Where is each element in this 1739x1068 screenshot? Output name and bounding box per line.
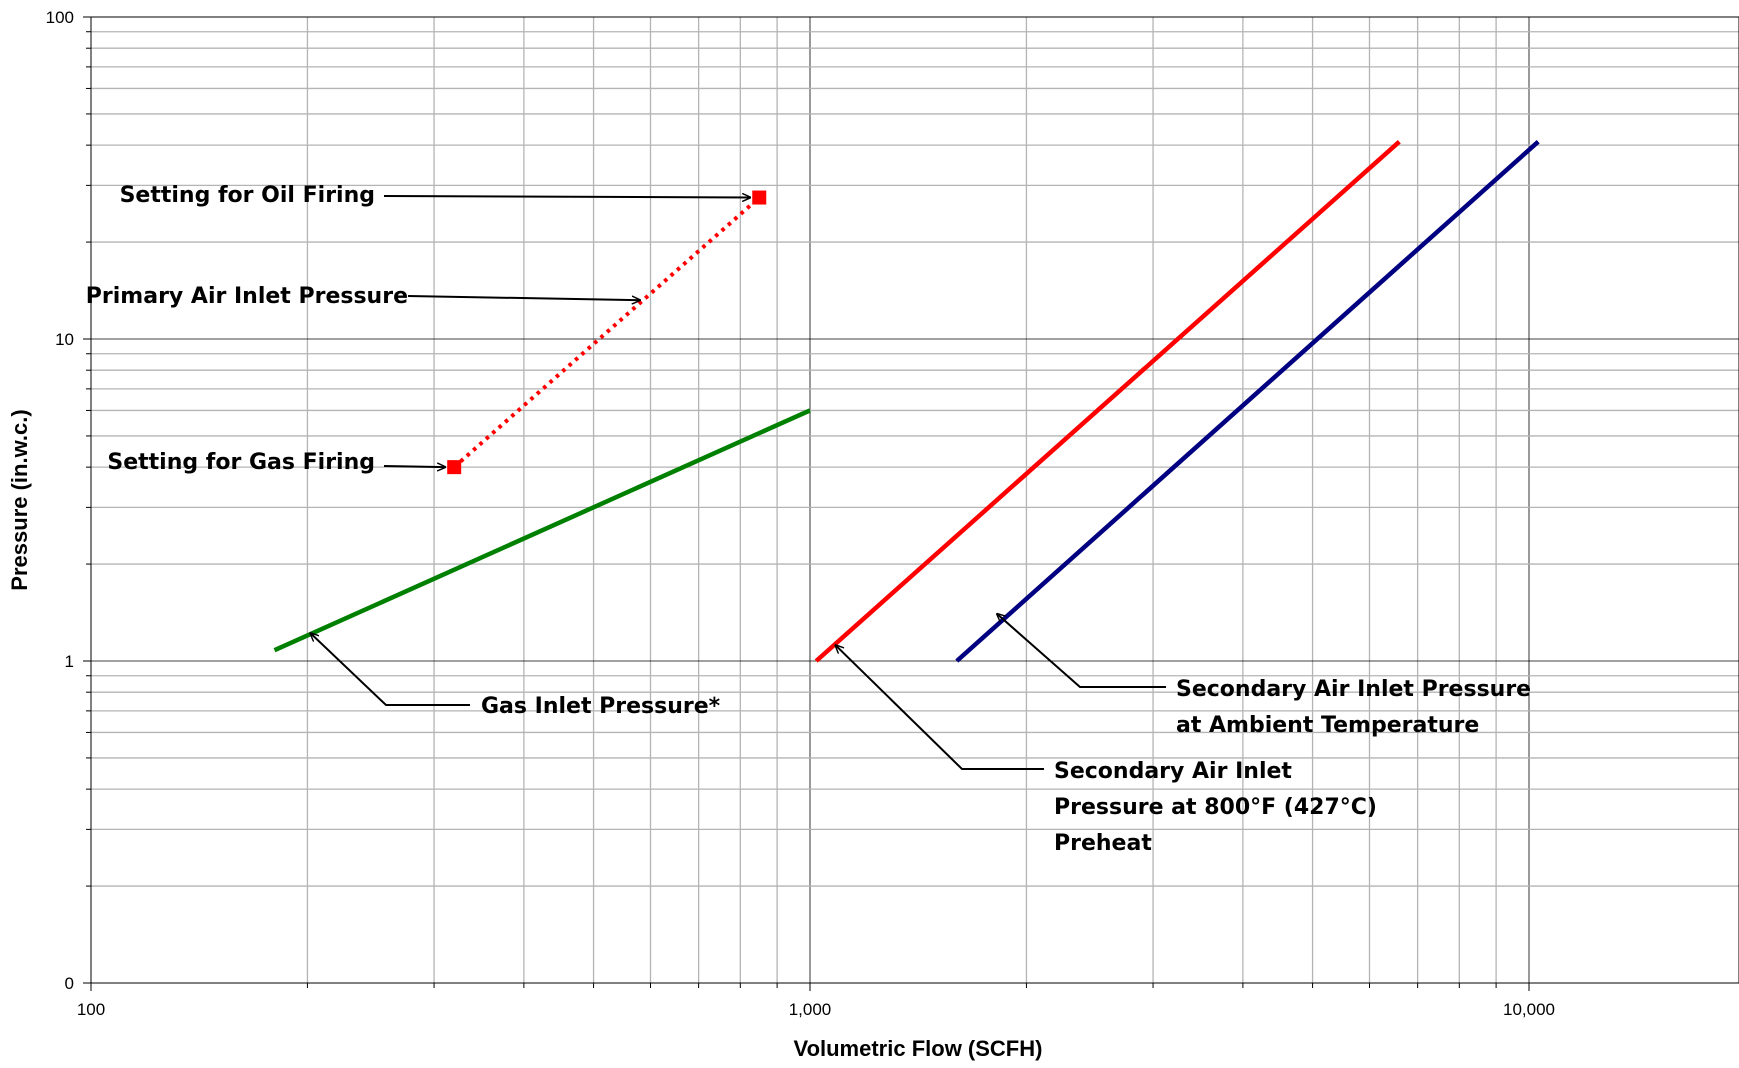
y-tick-label: 0 — [65, 974, 74, 993]
annotation-oil: Setting for Oil Firing — [120, 183, 375, 208]
annotation-text-line: at Ambient Temperature — [1176, 713, 1479, 738]
data-point-marker — [752, 190, 767, 205]
annotation-text-line: Setting for Oil Firing — [120, 183, 375, 208]
annotation-leader-arrow — [997, 614, 1166, 688]
y-tick-label: 10 — [55, 330, 74, 349]
x-axis-title: Volumetric Flow (SCFH) — [794, 1036, 1043, 1061]
annotation-text-line: Secondary Air Inlet — [1054, 759, 1292, 784]
annotation-leader-arrow — [311, 633, 470, 706]
annotation-text-line: Preheat — [1054, 831, 1152, 856]
annotation-leader-arrow — [383, 196, 750, 198]
series-secondary-air-ambient — [955, 140, 1540, 663]
data-point-marker — [447, 460, 462, 475]
annotation-gas-inlet: Gas Inlet Pressure* — [481, 694, 721, 719]
y-tick-label: 100 — [46, 8, 74, 27]
x-tick-label: 1,000 — [789, 1000, 832, 1019]
series-group — [273, 140, 1540, 663]
annotations: Setting for Oil Firing Primary Air Inlet … — [86, 183, 1531, 856]
annotation-primary: Primary Air Inlet Pressure — [86, 284, 408, 309]
annotation-text-line: Setting for Gas Firing — [107, 450, 375, 475]
annotation-leader-arrow — [383, 466, 445, 467]
annotation-leader-arrow — [407, 295, 640, 300]
annotation-leader-arrow — [836, 645, 1044, 770]
annotation-sec-ambient: Secondary Air Inlet Pressure at Ambient T… — [1176, 677, 1531, 738]
annotation-gas-setting: Setting for Gas Firing — [107, 450, 375, 475]
series-gas-inlet-pressure — [273, 408, 811, 653]
annotation-text-line: Gas Inlet Pressure* — [481, 694, 721, 719]
series-primary-air-inlet-pressure — [452, 196, 761, 469]
x-tick-label: 100 — [77, 1000, 105, 1019]
series-secondary-air-preheat — [814, 140, 1401, 663]
annotation-text-line: Primary Air Inlet Pressure — [86, 284, 408, 309]
annotation-text-line: Secondary Air Inlet Pressure — [1176, 677, 1531, 702]
grid — [91, 17, 1739, 983]
x-tick-label: 10,000 — [1503, 1000, 1555, 1019]
axes: 0 1 10 100 100 1,000 10,000 — [46, 8, 1555, 1019]
y-axis-title: Pressure (in.w.c.) — [7, 409, 32, 590]
plot-area-border — [90, 16, 1739, 984]
y-tick-label: 1 — [65, 652, 74, 671]
annotation-sec-preheat: Secondary Air Inlet Pressure at 800°F (42… — [1054, 759, 1377, 856]
annotation-text-line: Pressure at 800°F (427°C) — [1054, 795, 1377, 820]
